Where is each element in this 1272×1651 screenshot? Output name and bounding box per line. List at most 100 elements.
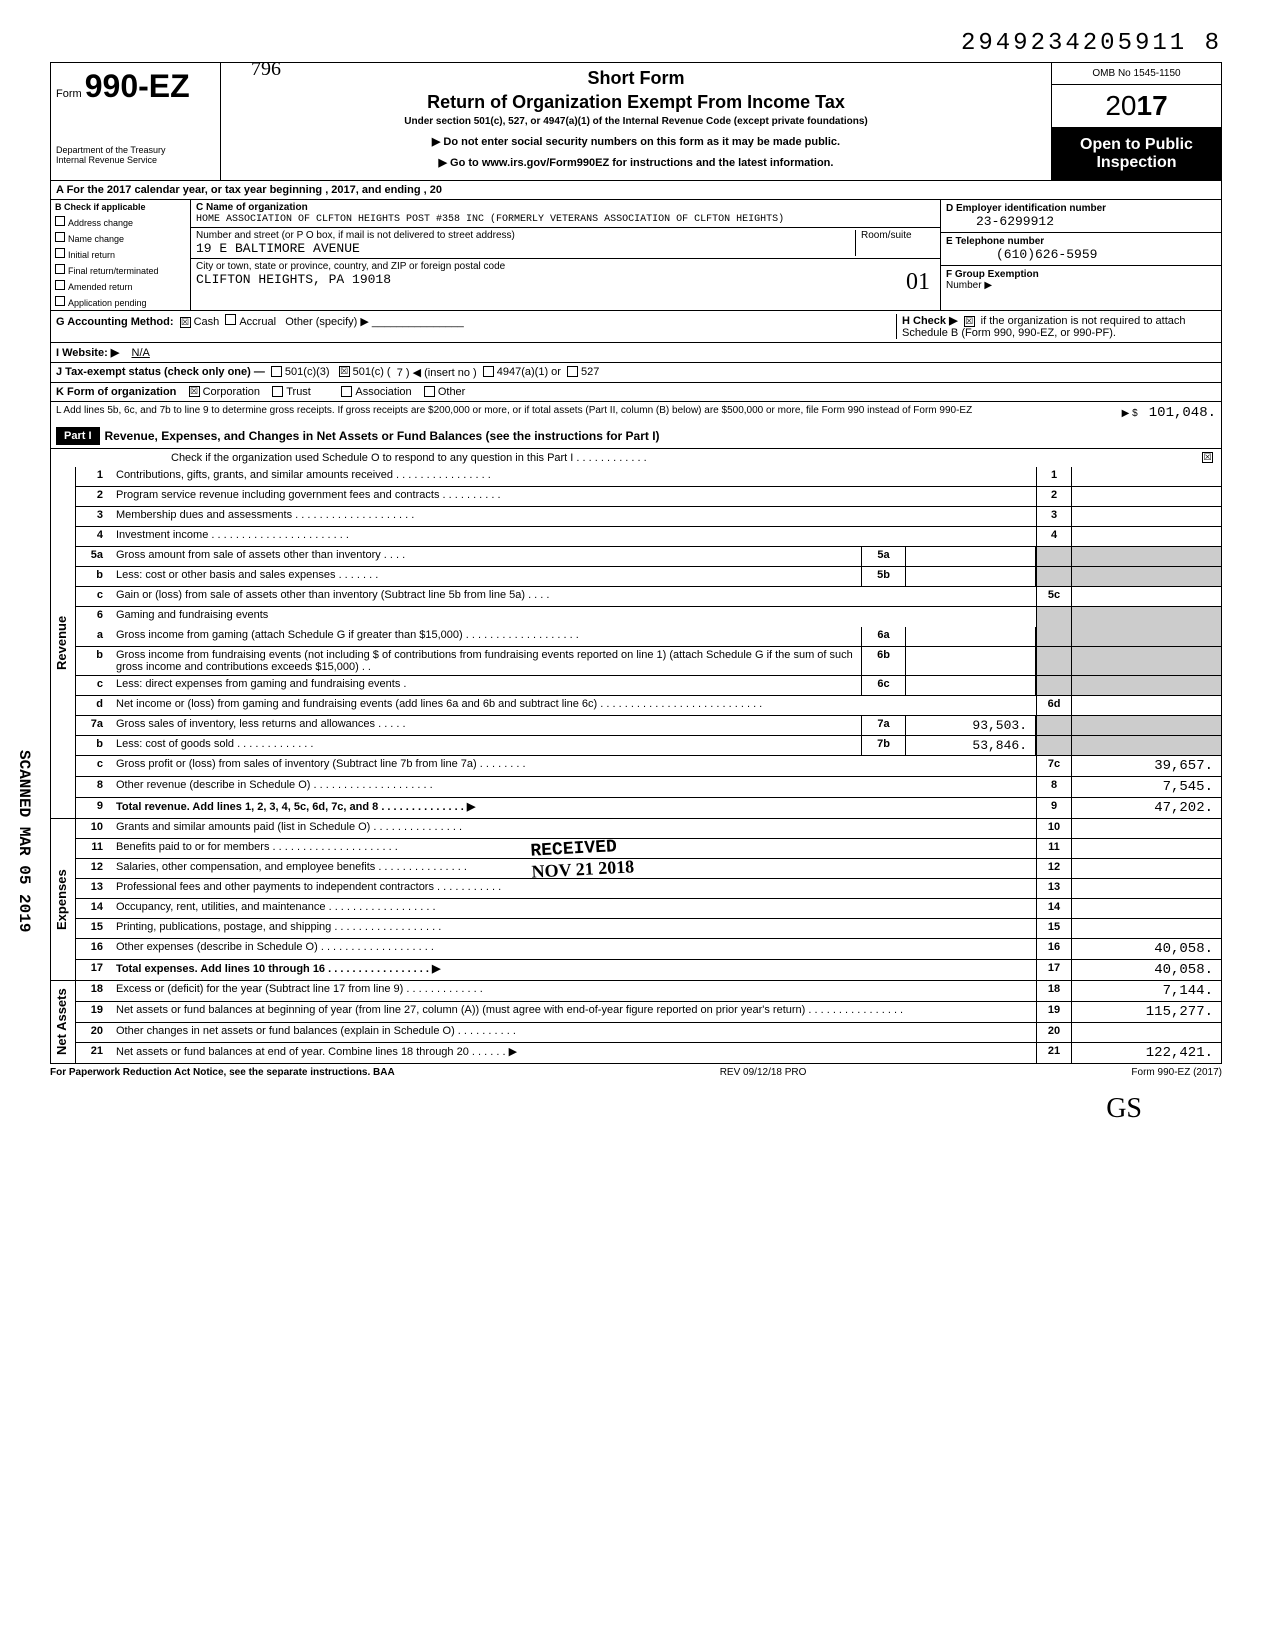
chk-final-return[interactable]: Final return/terminated (51, 262, 190, 278)
form-prefix: Form (56, 88, 82, 100)
phone-value: (610)626-5959 (946, 247, 1097, 262)
line-12: 12Salaries, other compensation, and empl… (76, 859, 1221, 879)
short-form-label: Short Form (226, 68, 1046, 89)
under-section: Under section 501(c), 527, or 4947(a)(1)… (226, 116, 1046, 127)
check-schedule-o: Check if the organization used Schedule … (50, 449, 1222, 467)
form-header: 796 Form 990-EZ Department of the Treasu… (50, 62, 1222, 181)
gross-receipts-amount: 101,048. (1149, 405, 1216, 421)
row-h-label: H Check ▶ (902, 315, 958, 327)
website-value: N/A (132, 347, 150, 359)
line-9: 9Total revenue. Add lines 1, 2, 3, 4, 5c… (76, 798, 1221, 818)
room-suite: Room/suite (855, 230, 935, 256)
form-number: 990-EZ (85, 68, 190, 104)
org-info-section: B Check if applicable Address change Nam… (50, 200, 1222, 311)
omb-number: OMB No 1545-1150 (1052, 63, 1221, 85)
chk-527[interactable] (567, 366, 578, 377)
top-id-number: 2949234205911 8 (50, 30, 1222, 57)
line-7a: 7aGross sales of inventory, less returns… (76, 716, 1221, 736)
expenses-side-label: Expenses (51, 819, 76, 980)
line-15: 15Printing, publications, postage, and s… (76, 919, 1221, 939)
line-21: 21Net assets or fund balances at end of … (76, 1043, 1221, 1063)
open-to-public: Open to Public Inspection (1052, 128, 1221, 180)
line-11: 11Benefits paid to or for members . . . … (76, 839, 1221, 859)
line-5b: bLess: cost or other basis and sales exp… (76, 567, 1221, 587)
row-j-tax-exempt: J Tax-exempt status (check only one) — 5… (50, 363, 1222, 383)
chk-assoc[interactable] (341, 386, 352, 397)
line-16: 16Other expenses (describe in Schedule O… (76, 939, 1221, 960)
addr-label: Number and street (or P O box, if mail i… (196, 230, 515, 241)
addr-value: 19 E BALTIMORE AVENUE (196, 241, 360, 256)
goto-url: ▶ Go to www.irs.gov/Form990EZ for instru… (226, 156, 1046, 169)
group-exempt-number: Number ▶ (946, 280, 992, 291)
chk-schedule-o[interactable]: ☒ (1202, 452, 1213, 463)
chk-h[interactable]: ☒ (964, 316, 975, 327)
part-1-header: Part I Revenue, Expenses, and Changes in… (50, 424, 1222, 449)
row-i-website: I Website: ▶ N/A (50, 343, 1222, 363)
handwritten-01: 01 (906, 269, 930, 296)
line-19: 19Net assets or fund balances at beginni… (76, 1002, 1221, 1023)
net-assets-side-label: Net Assets (51, 981, 76, 1063)
chk-amended-return[interactable]: Amended return (51, 278, 190, 294)
row-g-label: G Accounting Method: (56, 316, 174, 328)
page-footer: For Paperwork Reduction Act Notice, see … (50, 1067, 1222, 1078)
part-1-label: Part I (56, 427, 100, 445)
chk-4947[interactable] (483, 366, 494, 377)
signature-gs: GS (50, 1093, 1222, 1125)
line-6: 6Gaming and fundraising events (76, 607, 1221, 627)
tax-year: 2017 (1052, 85, 1221, 128)
line-6b: bGross income from fundraising events (n… (76, 647, 1221, 676)
title-box: Short Form Return of Organization Exempt… (221, 63, 1051, 180)
footer-right: Form 990-EZ (2017) (1131, 1067, 1222, 1078)
chk-corp[interactable]: ☒ (189, 386, 200, 397)
chk-application-pending[interactable]: Application pending (51, 294, 190, 310)
city-label: City or town, state or province, country… (196, 261, 505, 272)
col-c-org-name: C Name of organization HOME ASSOCIATION … (191, 200, 941, 310)
chk-trust[interactable] (272, 386, 283, 397)
handwritten-796: 796 (251, 58, 281, 81)
chk-name-change[interactable]: Name change (51, 230, 190, 246)
line-4: 4Investment income . . . . . . . . . . .… (76, 527, 1221, 547)
chk-501c[interactable]: ☒ (339, 366, 350, 377)
form-number-box: 796 Form 990-EZ Department of the Treasu… (51, 63, 221, 180)
expenses-section: Expenses 10Grants and similar amounts pa… (50, 819, 1222, 981)
city-value: CLIFTON HEIGHTS, PA 19018 (196, 272, 391, 287)
line-18: 18Excess or (deficit) for the year (Subt… (76, 981, 1221, 1002)
return-title: Return of Organization Exempt From Incom… (226, 92, 1046, 113)
row-a-tax-year: A For the 2017 calendar year, or tax yea… (50, 181, 1222, 200)
line-8: 8Other revenue (describe in Schedule O) … (76, 777, 1221, 798)
chk-cash[interactable]: ☒ (180, 317, 191, 328)
chk-address-change[interactable]: Address change (51, 214, 190, 230)
chk-other[interactable] (424, 386, 435, 397)
ein-value: 23-6299912 (946, 214, 1054, 229)
line-5a: 5aGross amount from sale of assets other… (76, 547, 1221, 567)
line-5c: cGain or (loss) from sale of assets othe… (76, 587, 1221, 607)
ein-label: D Employer identification number (946, 203, 1106, 214)
line-6a: aGross income from gaming (attach Schedu… (76, 627, 1221, 647)
org-name-label: C Name of organization (196, 202, 308, 213)
line-6c: cLess: direct expenses from gaming and f… (76, 676, 1221, 696)
col-d-ein: D Employer identification number 23-6299… (941, 200, 1221, 310)
omb-box: OMB No 1545-1150 2017 Open to Public Ins… (1051, 63, 1221, 180)
scanned-side-label: SCANNED MAR 05 2019 (15, 750, 33, 932)
line-13: 13Professional fees and other payments t… (76, 879, 1221, 899)
line-10: 10Grants and similar amounts paid (list … (76, 819, 1221, 839)
org-name-value: HOME ASSOCIATION OF CLFTON HEIGHTS POST … (196, 214, 784, 225)
do-not-enter: ▶ Do not enter social security numbers o… (226, 135, 1046, 148)
line-3: 3Membership dues and assessments . . . .… (76, 507, 1221, 527)
line-14: 14Occupancy, rent, utilities, and mainte… (76, 899, 1221, 919)
chk-initial-return[interactable]: Initial return (51, 246, 190, 262)
line-7c: cGross profit or (loss) from sales of in… (76, 756, 1221, 777)
part-1-title: Revenue, Expenses, and Changes in Net As… (105, 429, 660, 443)
row-g-h: G Accounting Method: ☒Cash Accrual Other… (50, 311, 1222, 343)
footer-mid: REV 09/12/18 PRO (720, 1067, 807, 1078)
phone-label: E Telephone number (946, 236, 1044, 247)
net-assets-section: Net Assets 18Excess or (deficit) for the… (50, 981, 1222, 1064)
chk-501c3[interactable] (271, 366, 282, 377)
line-17: 17Total expenses. Add lines 10 through 1… (76, 960, 1221, 980)
group-exempt-label: F Group Exemption (946, 269, 1039, 280)
row-k-form-org: K Form of organization ☒Corporation Trus… (50, 383, 1222, 402)
line-6d: dNet income or (loss) from gaming and fu… (76, 696, 1221, 716)
chk-accrual[interactable] (225, 314, 236, 325)
dept-treasury: Department of the Treasury Internal Reve… (56, 145, 215, 165)
revenue-side-label: Revenue (51, 467, 76, 818)
